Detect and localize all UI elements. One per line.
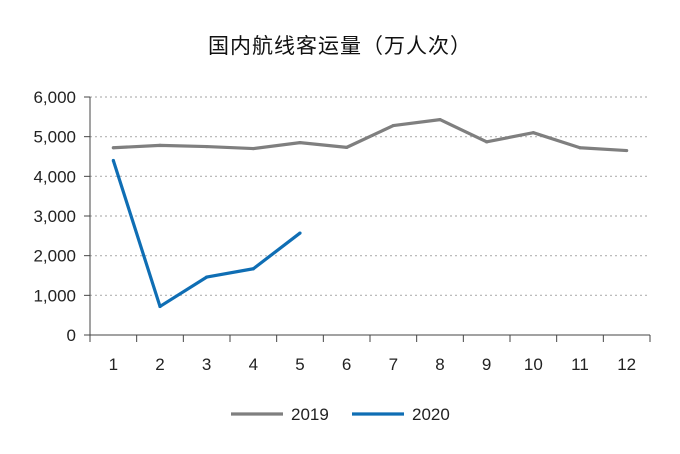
x-tick-label: 10 bbox=[524, 355, 543, 374]
series-lines bbox=[111, 118, 629, 309]
data-point-2019 bbox=[391, 123, 395, 128]
data-point-2020 bbox=[158, 304, 162, 309]
data-point-2020 bbox=[298, 231, 302, 235]
y-tick-label: 4,000 bbox=[33, 167, 76, 186]
data-point-2019 bbox=[158, 143, 162, 147]
x-tick-label: 2 bbox=[155, 355, 164, 374]
gridlines bbox=[90, 96, 650, 296]
data-point-2019 bbox=[251, 146, 255, 151]
data-point-2020 bbox=[205, 275, 209, 279]
x-tick-label: 11 bbox=[571, 355, 589, 374]
legend: 2019 2020 bbox=[231, 405, 450, 424]
x-tick-label: 6 bbox=[342, 355, 351, 374]
data-point-2019 bbox=[205, 144, 209, 149]
x-tick-label: 7 bbox=[389, 355, 398, 374]
y-tick-label: 1,000 bbox=[33, 286, 76, 305]
chart-title: 国内航线客运量（万人次） bbox=[208, 34, 472, 58]
y-tick-label: 6,000 bbox=[33, 88, 76, 107]
data-point-2019 bbox=[531, 131, 535, 135]
data-point-2020 bbox=[251, 267, 255, 271]
x-tick-label: 4 bbox=[249, 355, 258, 374]
y-tick-label: 0 bbox=[67, 326, 76, 345]
data-point-2020 bbox=[111, 158, 115, 163]
y-tick-label: 5,000 bbox=[33, 128, 76, 147]
series-line-2020 bbox=[111, 159, 301, 309]
x-tick-label: 5 bbox=[295, 355, 304, 374]
x-tick-label: 9 bbox=[482, 355, 491, 374]
data-point-2019 bbox=[485, 140, 489, 144]
data-point-2019 bbox=[111, 146, 115, 150]
data-point-2019 bbox=[578, 146, 582, 150]
y-tick-label: 2,000 bbox=[33, 247, 76, 266]
data-point-2019 bbox=[625, 148, 629, 153]
data-point-2019 bbox=[345, 145, 349, 149]
y-tick-label: 3,000 bbox=[33, 207, 76, 226]
data-point-2019 bbox=[298, 141, 302, 145]
x-tick-label: 3 bbox=[202, 355, 211, 374]
legend-label-2019: 2019 bbox=[291, 405, 329, 424]
data-point-2019 bbox=[438, 118, 442, 122]
x-tick-label: 12 bbox=[617, 355, 636, 374]
series-line-2019 bbox=[113, 118, 627, 153]
legend-label-2020: 2020 bbox=[412, 405, 450, 424]
x-tick-label: 8 bbox=[435, 355, 444, 374]
x-tick-label: 1 bbox=[109, 355, 118, 374]
